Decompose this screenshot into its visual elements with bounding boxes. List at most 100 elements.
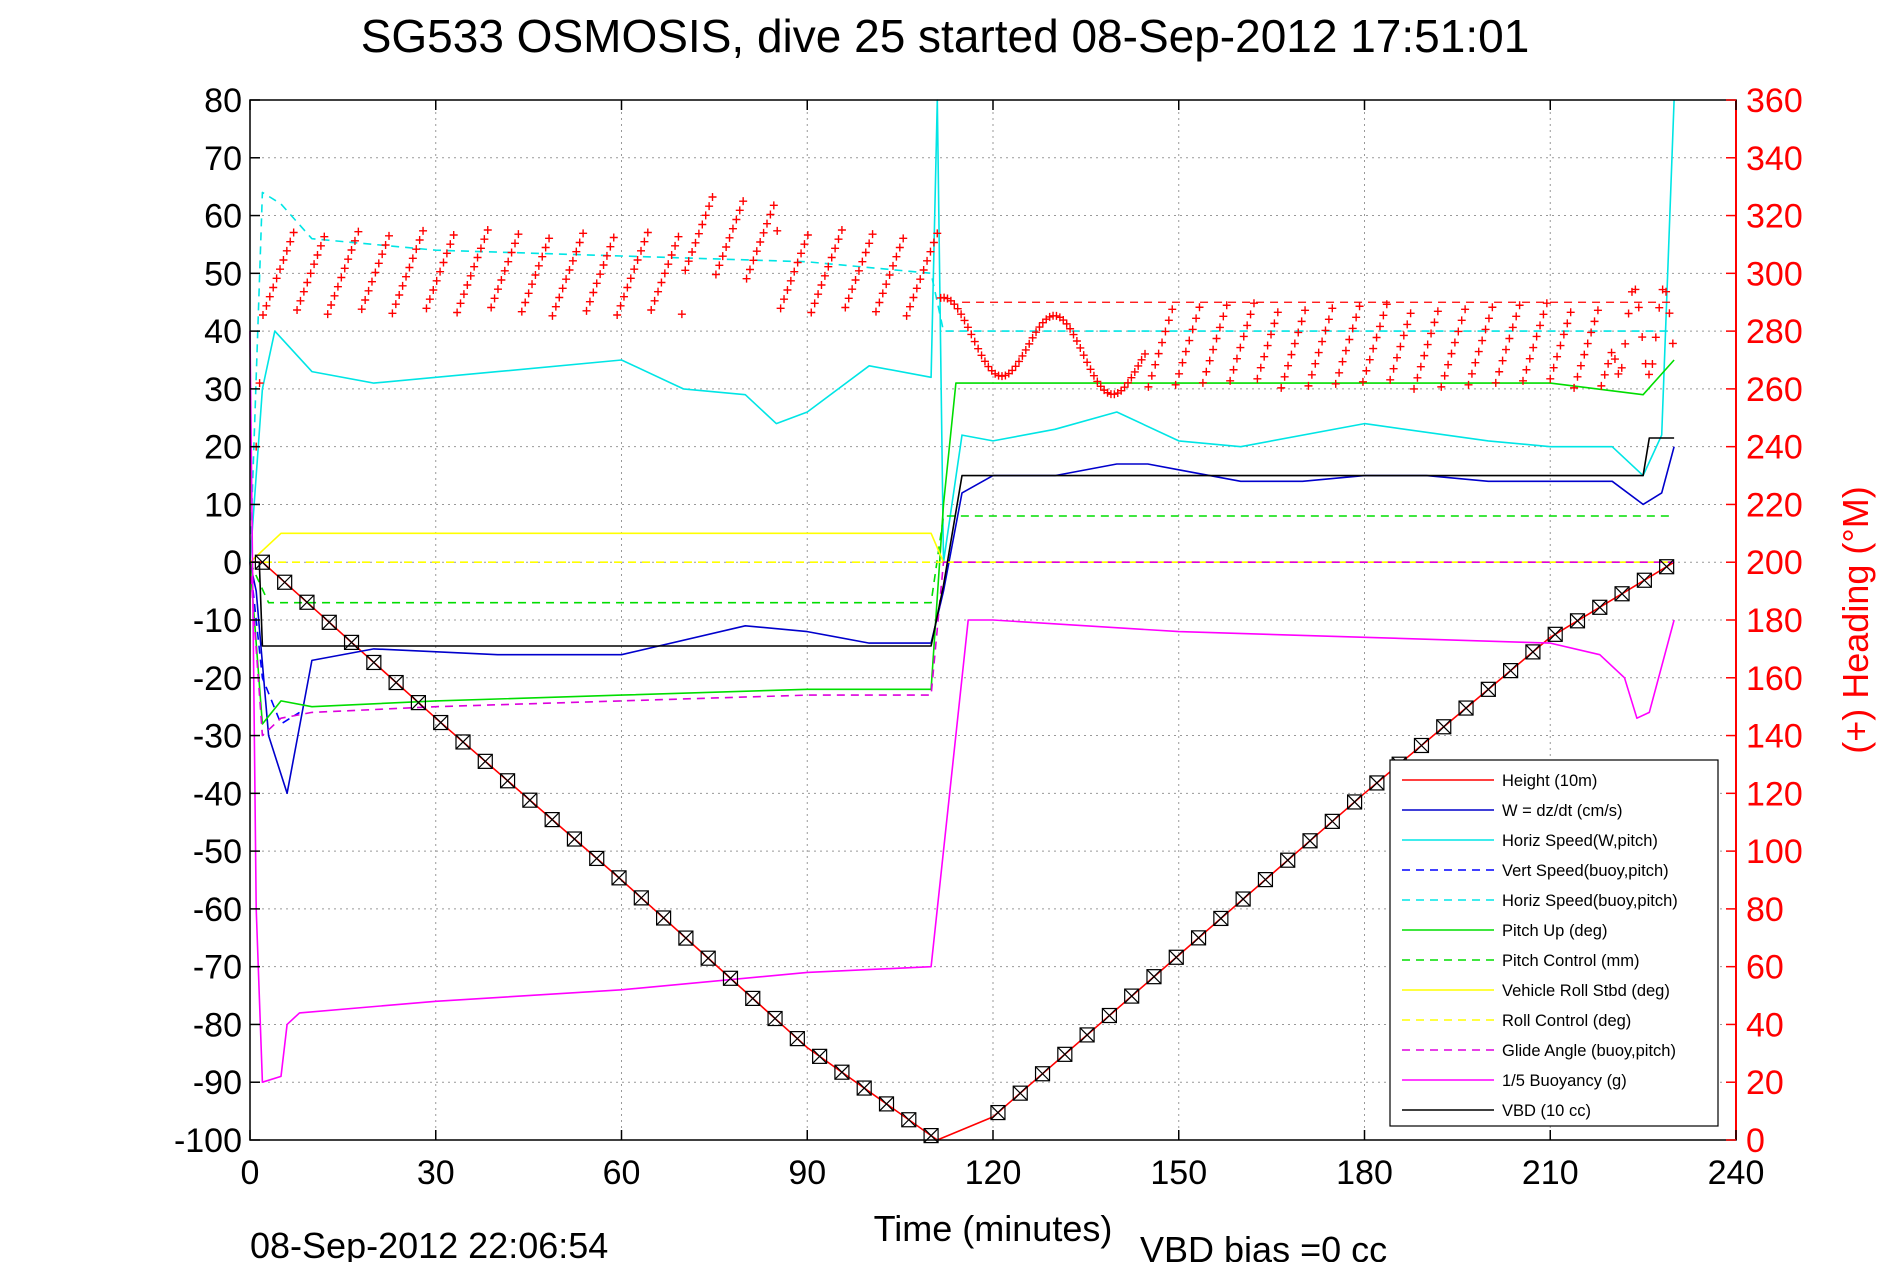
y-right-tick-label: 300 [1746, 255, 1803, 293]
heading-marker [650, 296, 659, 305]
heading-marker [1222, 301, 1231, 310]
heading-marker [1076, 343, 1085, 352]
height-marker [745, 990, 761, 1007]
height-marker-box [834, 1064, 850, 1080]
heading-marker [1185, 336, 1194, 345]
height-marker [1302, 833, 1318, 849]
heading-marker [831, 244, 840, 253]
heading-marker [1433, 307, 1442, 316]
height-marker-cross [1547, 626, 1563, 642]
heading-marker [766, 210, 775, 219]
heading-marker [1341, 346, 1350, 355]
heading-marker [783, 286, 792, 294]
height-markers [254, 554, 1675, 1144]
heading-marker [909, 293, 918, 302]
height-marker-box [321, 614, 337, 630]
footer-vbd-bias: VBD bias =0 cc [1140, 1229, 1387, 1262]
height-marker-cross [1458, 700, 1474, 716]
height-marker-cross [254, 554, 270, 570]
heading-marker [923, 256, 932, 265]
y-right-tick-label: 0 [1746, 1122, 1765, 1160]
y-tick-label: -10 [193, 602, 242, 640]
y-tick-label: 50 [204, 255, 242, 293]
height-marker-cross [879, 1096, 894, 1112]
heading-marker [895, 243, 904, 252]
height-marker-cross [1636, 572, 1652, 588]
heading-marker [1212, 334, 1221, 343]
x-tick-label: 240 [1708, 1154, 1765, 1192]
height-marker-box [1146, 969, 1162, 985]
y-tick-label: 60 [204, 198, 242, 236]
heading-marker [892, 252, 901, 261]
heading-marker [728, 224, 737, 233]
heading-marker [865, 239, 874, 248]
height-marker-cross [723, 970, 738, 986]
heading-marker [1284, 361, 1293, 370]
heading-marker [592, 279, 601, 288]
heading-marker [333, 282, 342, 291]
height-marker-cross [1525, 644, 1541, 660]
height-marker [789, 1031, 805, 1047]
heading-marker [1474, 347, 1483, 356]
height-marker-cross [767, 1011, 783, 1026]
series-line-horiz-speed-w-pitch [249, 99, 1675, 564]
heading-marker [694, 229, 703, 238]
x-tick-label: 0 [241, 1154, 260, 1192]
heading-marker [780, 295, 789, 304]
heading-marker [337, 273, 346, 282]
height-marker [433, 714, 449, 731]
height-marker [1458, 700, 1474, 716]
height-marker-box [611, 870, 627, 886]
heading-marker [432, 276, 441, 285]
heading-marker [1396, 342, 1405, 351]
heading-marker [1205, 356, 1214, 365]
height-marker [1436, 719, 1452, 735]
heading-marker [1181, 347, 1190, 356]
heading-marker [1134, 361, 1143, 370]
height-marker [1034, 1066, 1051, 1082]
y-right-tick-label: 140 [1746, 718, 1803, 756]
height-marker-cross [388, 675, 404, 690]
height-marker [1257, 872, 1274, 888]
height-marker-box [1057, 1046, 1073, 1062]
heading-marker [1587, 328, 1596, 337]
heading-marker [1648, 359, 1657, 368]
heading-marker [1267, 330, 1276, 339]
height-marker-cross [544, 812, 560, 828]
heading-marker [1566, 308, 1575, 317]
y-tick-label: -20 [193, 660, 242, 698]
x-tick-label: 150 [1150, 1154, 1207, 1192]
heading-marker [1297, 317, 1306, 326]
height-marker-box [923, 1127, 939, 1144]
height-marker [299, 594, 315, 610]
heading-marker [769, 201, 778, 210]
heading-marker [1372, 333, 1381, 342]
height-marker-box [1280, 852, 1296, 868]
y-tick-label: -30 [193, 718, 242, 756]
height-marker-cross [990, 1105, 1006, 1120]
heading-marker [841, 303, 850, 312]
heading-marker [1232, 354, 1241, 363]
heading-marker [1331, 379, 1340, 388]
height-marker-box [1012, 1085, 1028, 1101]
heading-marker [476, 244, 485, 253]
height-marker [1413, 737, 1430, 754]
heading-marker [817, 281, 826, 289]
heading-marker [357, 305, 366, 314]
heading-marker [1484, 314, 1493, 323]
heading-marker [1324, 315, 1333, 324]
heading-marker [946, 296, 955, 305]
y-tick-label: 0 [223, 544, 242, 582]
heading-marker [439, 258, 448, 267]
axis-ticks: 0 30 60 90 120 150 180 210 24080706050403020100-… [174, 82, 1803, 1192]
legend-label: W = dz/dt (cm/s) [1502, 802, 1623, 820]
height-marker-cross [1280, 852, 1296, 868]
heading-marker [1617, 363, 1626, 372]
height-marker-cross [1012, 1085, 1028, 1101]
heading-marker [984, 362, 993, 371]
heading-marker [1178, 358, 1187, 367]
height-marker-cross [1503, 663, 1519, 679]
height-marker [878, 1096, 895, 1112]
heading-marker [919, 266, 928, 274]
heading-marker [871, 307, 880, 316]
